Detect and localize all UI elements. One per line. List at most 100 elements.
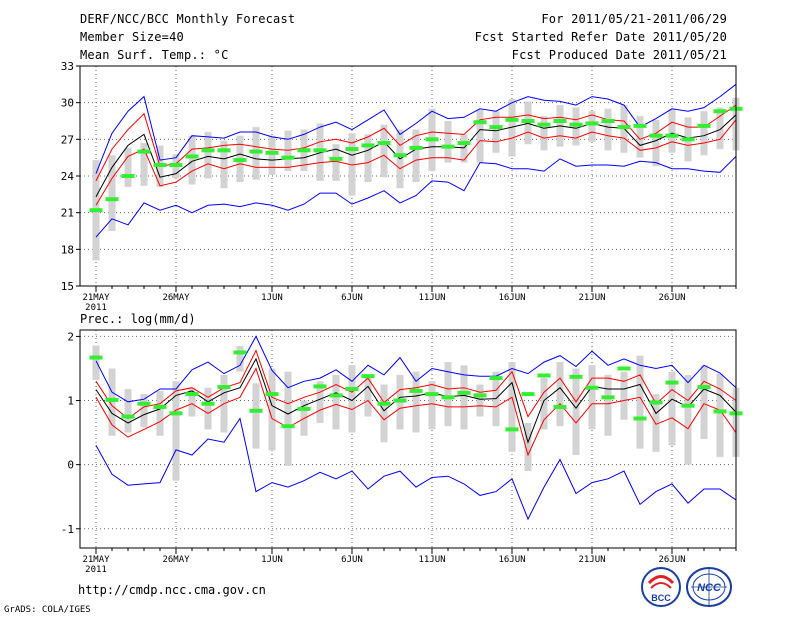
forecast-period: For 2011/05/21-2011/06/29	[541, 12, 727, 26]
spread-box	[508, 362, 516, 452]
median-mark	[121, 174, 135, 178]
x-tick-label: 6JUN	[341, 555, 363, 565]
median-mark	[633, 123, 647, 128]
spread-box	[556, 362, 564, 427]
spread-box	[668, 108, 676, 153]
median-mark	[233, 350, 247, 355]
x-year-label: 2011	[85, 565, 107, 575]
series-max-line	[95, 83, 737, 174]
x-tick-label: 21MAY	[82, 293, 110, 303]
median-mark	[393, 153, 407, 158]
median-mark	[265, 392, 279, 397]
series-lower-line	[95, 367, 737, 457]
spread-box	[476, 110, 484, 163]
spread-box	[108, 368, 116, 436]
spread-box	[188, 387, 196, 417]
median-mark	[425, 137, 439, 142]
spread-box	[412, 129, 420, 183]
spread-box	[588, 365, 596, 430]
spread-box	[700, 111, 708, 156]
spread-box	[172, 381, 180, 481]
median-mark	[345, 147, 359, 152]
start-date: Fcst Started Refer Date 2011/05/20	[474, 30, 727, 44]
median-mark	[409, 145, 423, 150]
median-mark	[665, 380, 679, 385]
median-mark	[697, 385, 711, 390]
median-mark	[201, 401, 215, 406]
median-mark	[569, 122, 583, 127]
spread-box	[476, 384, 484, 417]
median-mark	[169, 163, 183, 167]
spread-box	[364, 374, 372, 417]
ncc-logo-icon: NCC	[686, 567, 732, 607]
spread-box	[380, 384, 388, 443]
spread-box	[220, 140, 228, 189]
spread-box	[716, 373, 724, 457]
svg-text:BCC: BCC	[651, 593, 671, 603]
median-mark	[105, 197, 119, 202]
y-tick-label: 0	[67, 459, 74, 472]
spread-box	[444, 362, 452, 427]
y-tick-label: 30	[61, 97, 74, 110]
spread-box	[460, 134, 468, 163]
median-mark	[457, 141, 471, 145]
spread-box	[588, 111, 596, 142]
median-mark	[105, 397, 119, 402]
median-mark	[585, 385, 599, 390]
svg-text:NCC: NCC	[697, 582, 722, 594]
y-tick-label: 18	[61, 243, 74, 256]
bcc-logo-icon: BCC	[641, 567, 681, 607]
x-tick-label: 21MAY	[82, 555, 110, 565]
median-mark	[377, 401, 391, 406]
series-lower-line	[95, 119, 737, 206]
median-mark	[185, 392, 199, 397]
median-mark	[297, 148, 311, 153]
median-mark	[281, 424, 295, 429]
median-mark	[569, 374, 583, 379]
median-mark	[649, 400, 663, 405]
spread-box	[428, 381, 436, 430]
spread-box	[252, 383, 260, 449]
series-mean-line	[95, 357, 737, 444]
median-mark	[681, 403, 695, 408]
plot-frame	[79, 329, 737, 549]
spread-box	[604, 108, 612, 151]
spread-box	[332, 374, 340, 430]
median-mark	[393, 398, 407, 403]
spread-box	[540, 378, 548, 430]
spread-box	[140, 394, 148, 428]
median-mark	[201, 148, 215, 153]
median-mark	[649, 133, 663, 138]
median-mark	[329, 393, 343, 398]
spread-box	[204, 132, 212, 179]
spread-box	[140, 143, 148, 186]
chart-title: DERF/NCC/BCC Monthly Forecast	[80, 12, 296, 26]
x-tick-label: 1JUN	[261, 555, 283, 565]
x-tick-label: 26MAY	[162, 293, 190, 303]
median-mark	[297, 406, 311, 411]
median-mark	[153, 404, 167, 409]
y-tick-label: 15	[61, 280, 74, 293]
median-mark	[329, 156, 343, 161]
median-mark	[249, 149, 263, 154]
median-mark	[585, 121, 599, 126]
median-mark	[521, 392, 535, 397]
x-tick-label: 6JUN	[341, 293, 363, 303]
spread-box	[620, 371, 628, 420]
spread-box	[348, 365, 356, 433]
spread-box	[316, 381, 324, 423]
spread-box	[92, 345, 100, 381]
median-mark	[249, 408, 263, 413]
footer-url[interactable]: http://cmdp.ncc.cma.gov.cn	[78, 583, 266, 597]
spread-box	[444, 121, 452, 163]
y-tick-label: -1	[61, 523, 74, 536]
median-mark	[233, 158, 247, 163]
spread-box	[268, 135, 276, 175]
spread-box	[236, 346, 244, 372]
x-tick-label: 26JUN	[658, 293, 685, 303]
median-mark	[89, 208, 103, 213]
median-mark	[697, 123, 711, 128]
y-tick-label: 27	[61, 133, 74, 146]
spread-box	[540, 116, 548, 151]
